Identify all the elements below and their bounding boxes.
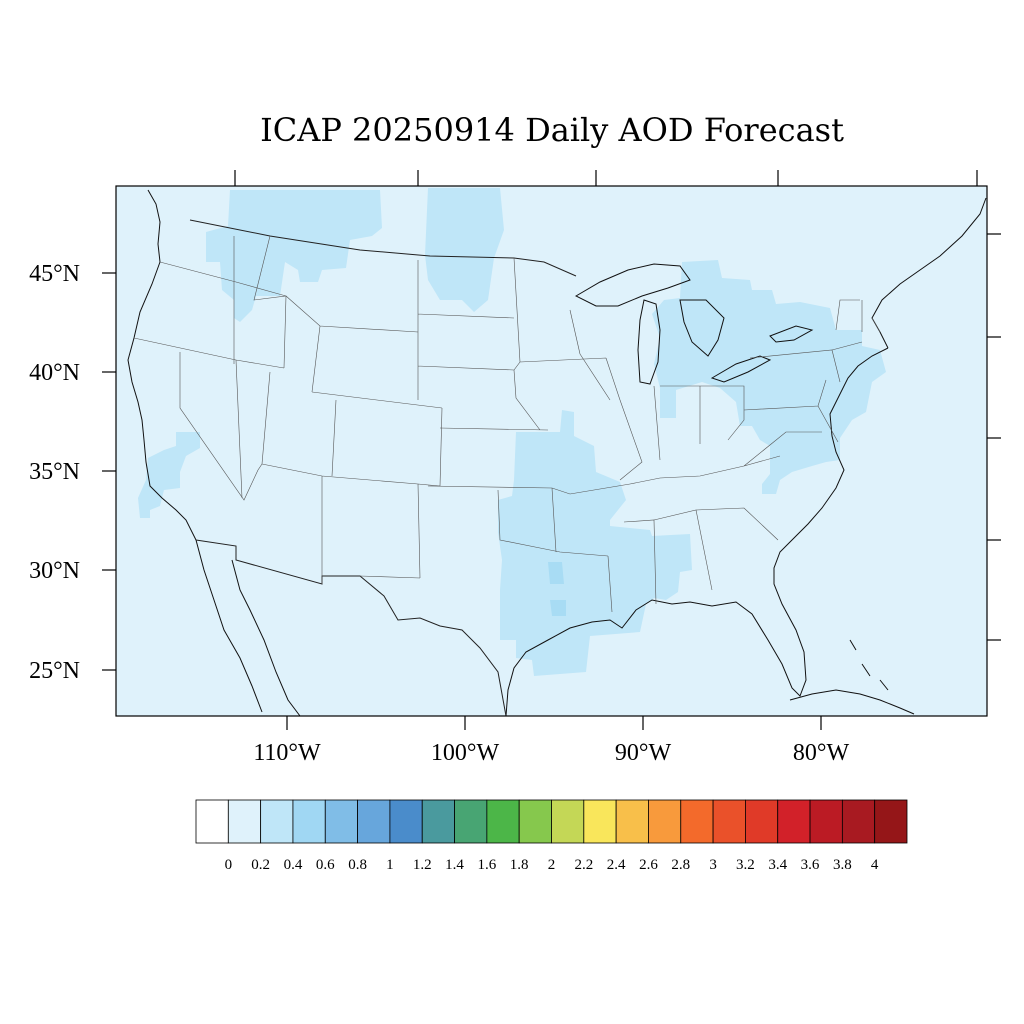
aod-region-south-central: [498, 410, 692, 676]
coastlines: [127, 189, 987, 717]
colorbar-swatch-21: [874, 799, 908, 844]
aod-region-california: [138, 432, 200, 518]
colorbar-label-10: 2: [548, 857, 556, 873]
colorbar-label-0: 0: [225, 857, 233, 873]
colorbar-label-12: 2.4: [607, 857, 626, 873]
colorbar-label-2: 0.4: [284, 857, 303, 873]
colorbar-label-20: 4: [871, 857, 879, 873]
aod-region-north-dakota: [425, 188, 504, 312]
colorbar-label-14: 2.8: [671, 857, 690, 873]
colorbar-label-13: 2.6: [639, 857, 658, 873]
lake-superior: [574, 263, 691, 307]
colorbar-label-7: 1.4: [445, 857, 464, 873]
colorbar-swatch-3: [292, 799, 326, 844]
map-frame: [115, 185, 988, 717]
colorbar-label-1: 0.2: [251, 857, 270, 873]
colorbar-label-17: 3.4: [768, 857, 787, 873]
map-title: ICAP 20250914 Daily AOD Forecast: [260, 111, 844, 149]
mexico-border: [195, 539, 507, 717]
latitude-labels: 45°N 40°N 35°N 30°N 25°N: [29, 261, 80, 684]
colorbar-swatch-13: [615, 799, 649, 844]
colorbar-label-15: 3: [709, 857, 717, 873]
colorbar-swatch-9: [486, 799, 520, 844]
pacific-coast: [127, 189, 197, 541]
colorbar-swatch-12: [583, 799, 617, 844]
lake-erie: [710, 355, 772, 383]
colorbar-swatch-16: [712, 799, 746, 844]
lake-ontario: [769, 325, 814, 343]
colorbar-swatch-1: [227, 799, 262, 844]
colorbar-swatch-4: [324, 799, 358, 844]
axis-ticks: [102, 170, 1001, 730]
colorbar-swatch-20: [841, 799, 876, 844]
lat-label-45n: 45°N: [29, 261, 80, 287]
state-lines-east: [607, 299, 881, 613]
lon-label-90w: 90°W: [615, 740, 672, 766]
colorbar-swatch-15: [680, 799, 714, 844]
colorbar-label-5: 1: [386, 857, 394, 873]
aod-strong-regions: [548, 562, 566, 616]
colorbar-swatch-11: [551, 799, 585, 844]
map-panel: [102, 170, 1001, 730]
colorbar-swatch-14: [648, 799, 682, 844]
colorbar-swatch-8: [454, 799, 488, 844]
longitude-labels: 110°W 100°W 90°W 80°W: [253, 740, 849, 766]
colorbar-swatch-2: [260, 799, 294, 844]
lon-label-110w: 110°W: [253, 740, 321, 766]
colorbar-swatch-5: [357, 799, 391, 844]
colorbar-label-4: 0.8: [348, 857, 367, 873]
colorbar-swatch-17: [745, 799, 779, 844]
lat-label-25n: 25°N: [29, 658, 80, 684]
colorbar-swatch-18: [777, 799, 811, 844]
colorbar-swatch-6: [389, 799, 423, 844]
lon-label-80w: 80°W: [793, 740, 850, 766]
colorbar-label-6: 1.2: [413, 857, 432, 873]
lat-label-40n: 40°N: [29, 360, 80, 386]
aod-region-northwest: [206, 190, 382, 322]
colorbar-swatch-19: [809, 799, 843, 844]
aod-region-northeast: [652, 260, 886, 494]
aod-shaded-regions: [138, 188, 886, 676]
lat-label-30n: 30°N: [29, 558, 80, 584]
colorbar-swatch-0: [195, 799, 229, 844]
lake-huron: [679, 299, 725, 357]
colorbar-label-8: 1.6: [477, 857, 496, 873]
state-lines-central: [417, 257, 631, 557]
colorbar-label-16: 3.2: [736, 857, 755, 873]
colorbar-label-11: 2.2: [574, 857, 593, 873]
baja-coast: [195, 539, 263, 713]
lon-label-100w: 100°W: [431, 740, 500, 766]
gulf-coast: [505, 347, 889, 717]
lake-michigan: [637, 299, 661, 385]
colorbar-label-3: 0.6: [316, 857, 335, 873]
aod-region-gulf-strong: [548, 562, 566, 616]
colorbar-label-18: 3.6: [801, 857, 820, 873]
colorbar: [195, 799, 908, 844]
cuba-coast: [789, 689, 915, 715]
colorbar-swatch-7: [421, 799, 455, 844]
gulf-of-california-coast: [231, 559, 301, 717]
colorbar-label-19: 3.8: [833, 857, 852, 873]
colorbar-swatch-10: [518, 799, 552, 844]
state-boundaries: [133, 235, 881, 613]
bahamas: [849, 639, 889, 691]
lat-label-35n: 35°N: [29, 459, 80, 485]
colorbar-labels: 0 0.2 0.4 0.6 0.8 1 1.2 1.4 1.6 1.8 2 2.2 2.4 2.6 2.8 3…: [225, 857, 879, 873]
colorbar-label-9: 1.8: [510, 857, 529, 873]
